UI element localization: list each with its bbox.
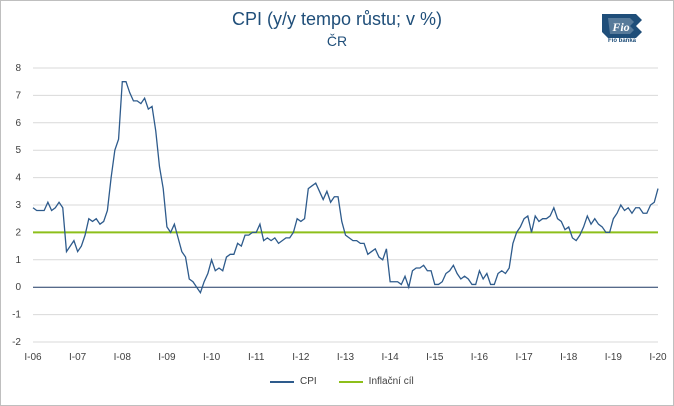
legend-label-cpi: CPI bbox=[300, 376, 317, 387]
x-tick-label: I-15 bbox=[426, 352, 444, 363]
y-tick-label: 8 bbox=[15, 63, 21, 74]
x-tick-label: I-06 bbox=[24, 352, 42, 363]
y-tick-label: 6 bbox=[15, 118, 21, 129]
y-tick-label: 3 bbox=[15, 200, 21, 211]
x-tick-label: I-08 bbox=[114, 352, 132, 363]
x-tick-label: I-16 bbox=[471, 352, 489, 363]
legend: CPI Inflační cíl bbox=[270, 376, 414, 387]
y-axis-ticks: -2 -1 0 1 2 3 4 5 6 7 8 bbox=[12, 63, 21, 348]
x-tick-label: I-17 bbox=[515, 352, 533, 363]
x-tick-label: I-14 bbox=[382, 352, 400, 363]
legend-swatch-target bbox=[338, 380, 363, 383]
legend-item-cpi: CPI bbox=[270, 376, 317, 387]
x-tick-label: I-18 bbox=[560, 352, 578, 363]
y-tick-label: 2 bbox=[15, 227, 21, 238]
y-tick-label: 0 bbox=[15, 282, 21, 293]
x-tick-label: I-10 bbox=[203, 352, 221, 363]
logo-text: Fio banka bbox=[607, 38, 636, 44]
x-tick-label: I-07 bbox=[69, 352, 87, 363]
series-cpi-line bbox=[32, 81, 659, 295]
x-tick-label: I-13 bbox=[337, 352, 355, 363]
y-tick-label: -1 bbox=[12, 310, 21, 321]
x-tick-label: I-12 bbox=[292, 352, 310, 363]
chart-title: CPI (y/y tempo růstu; v %) bbox=[231, 9, 443, 29]
fio-banka-logo: Fio bbox=[602, 14, 642, 38]
svg-text:Fio: Fio bbox=[611, 20, 629, 34]
legend-swatch-cpi bbox=[270, 380, 294, 383]
x-tick-label: I-20 bbox=[649, 352, 667, 363]
y-tick-label: -2 bbox=[12, 337, 21, 348]
x-axis-ticks: I-06 I-07 I-08 I-09 I-10 I-11 I-12 I-13 I-14 I-15… bbox=[24, 352, 667, 363]
x-tick-label: I-11 bbox=[248, 352, 265, 363]
legend-label-target: Inflační cíl bbox=[368, 376, 414, 387]
y-tick-label: 1 bbox=[15, 255, 21, 266]
legend-item-target: Inflační cíl bbox=[338, 376, 414, 387]
x-tick-label: I-19 bbox=[605, 352, 623, 363]
chart-subtitle: ČR bbox=[326, 33, 348, 49]
y-tick-label: 5 bbox=[15, 145, 21, 156]
y-tick-label: 7 bbox=[15, 90, 21, 101]
x-tick-label: I-09 bbox=[158, 352, 176, 363]
grid-lines bbox=[33, 67, 658, 343]
y-tick-label: 4 bbox=[15, 173, 21, 184]
